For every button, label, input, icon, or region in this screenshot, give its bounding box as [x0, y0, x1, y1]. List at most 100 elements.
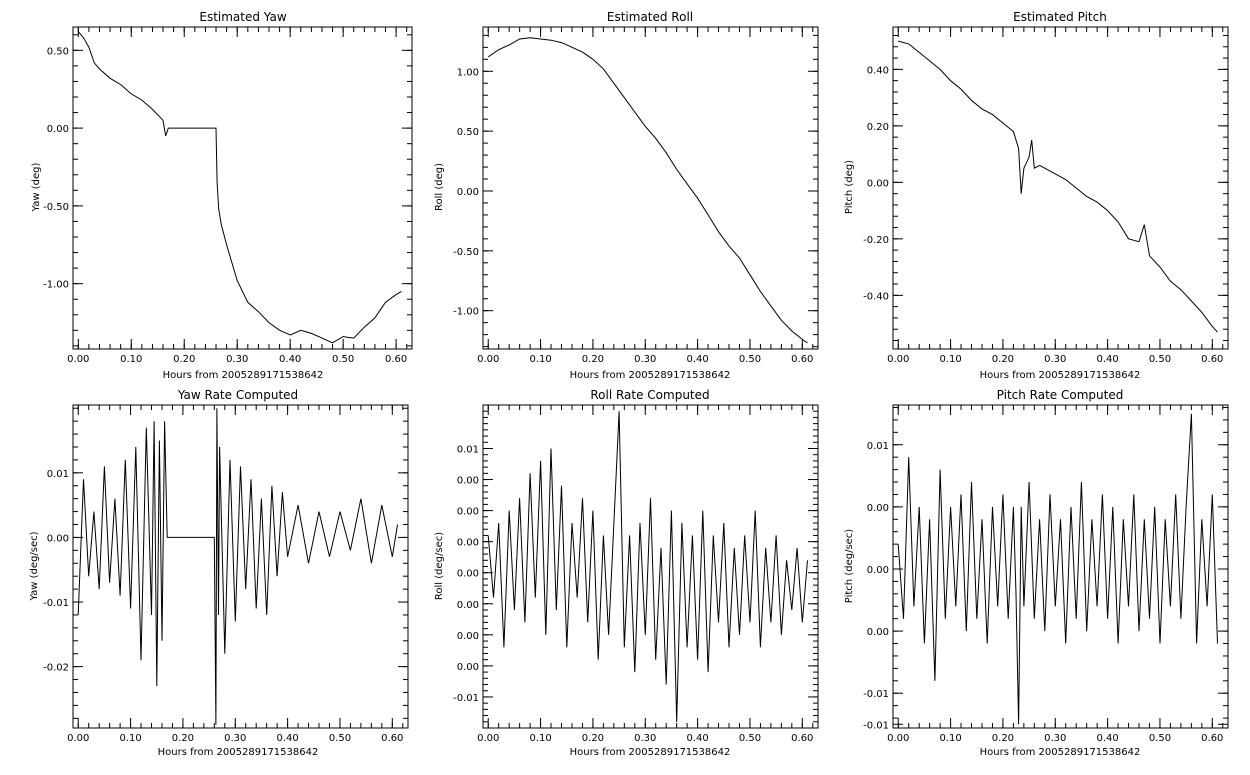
y-tick-label: 0.50 [47, 46, 69, 57]
y-tick-label: 0.00 [867, 503, 889, 514]
data-line-yaw-rate [77, 408, 398, 725]
y-tick-label: 0.01 [47, 469, 69, 480]
x-tick-label: 0.40 [686, 354, 708, 365]
y-tick-label: 0.50 [457, 127, 479, 138]
x-tick-label: 0.60 [791, 354, 813, 365]
x-axis-label: Hours from 2005289171538642 [163, 370, 324, 381]
x-tick-label: 0.50 [329, 733, 351, 744]
x-axis-label: Hours from 2005289171538642 [570, 747, 731, 758]
x-tick-label: 0.30 [224, 733, 246, 744]
x-tick-label: 0.50 [1149, 733, 1171, 744]
tick-group: 0.00 0.10 0.20 0.30 0.40 0.50 0.60 0.01 0.00 0.00… [453, 404, 818, 744]
x-tick-label: 0.10 [939, 354, 961, 365]
panel-title: Estimated Pitch [1013, 10, 1107, 24]
y-axis-label: Roll (deg/sec) [434, 532, 445, 600]
x-tick-label: 0.60 [1201, 733, 1223, 744]
y-tick-label: -1.00 [43, 280, 69, 291]
y-axis-label: Pitch (deg/sec) [844, 529, 855, 604]
x-tick-label: 0.50 [1149, 354, 1171, 365]
x-tick-label: 0.30 [1044, 733, 1066, 744]
y-tick-label: 0.20 [867, 122, 889, 133]
panel-pitch-rate-computed: Pitch Rate Computed Pitch (deg/sec) Hour… [844, 388, 1229, 758]
x-tick-label: 0.10 [119, 733, 141, 744]
x-tick-label: 0.20 [582, 354, 604, 365]
x-tick-label: 0.60 [385, 354, 407, 365]
tick-group: 0.00 0.10 0.20 0.30 0.40 0.50 0.60 0.01 0.00 0.00… [863, 405, 1228, 744]
y-tick-label: -0.20 [863, 235, 889, 246]
x-tick-label: 0.00 [477, 354, 499, 365]
x-tick-label: 0.00 [887, 733, 909, 744]
y-tick-label: 0.01 [457, 444, 479, 455]
x-tick-label: 0.40 [276, 733, 298, 744]
x-tick-label: 0.00 [887, 354, 909, 365]
y-tick-label: 0.00 [47, 124, 69, 135]
y-tick-label: 0.00 [457, 569, 479, 580]
y-tick-label: -0.02 [43, 663, 69, 674]
y-tick-label: 0.00 [867, 627, 889, 638]
x-tick-label: 0.40 [1096, 733, 1118, 744]
panel-estimated-roll: Estimated Roll Roll (deg) Hours from 200… [434, 10, 819, 381]
plot-frame [892, 26, 1229, 350]
panel-title: Yaw Rate Computed [177, 388, 298, 402]
x-tick-label: 0.30 [226, 354, 248, 365]
y-tick-label: 0.01 [867, 441, 889, 452]
y-tick-label: 0.00 [867, 565, 889, 576]
y-axis-label: Yaw (deg/sec) [29, 531, 40, 601]
y-tick-label: 0.00 [457, 600, 479, 611]
x-tick-label: 0.10 [529, 733, 551, 744]
x-tick-label: 0.60 [791, 733, 813, 744]
plot-frame [482, 404, 819, 729]
x-tick-label: 0.00 [67, 354, 89, 365]
y-tick-label: 0.00 [457, 662, 479, 673]
plot-frame [72, 26, 413, 350]
data-line-roll [487, 37, 808, 344]
x-tick-label: 0.20 [172, 733, 194, 744]
x-tick-label: 0.30 [634, 354, 656, 365]
y-axis-label: Yaw (deg) [31, 162, 42, 212]
y-tick-label: 0.40 [867, 65, 889, 76]
x-tick-label: 0.60 [1201, 354, 1223, 365]
x-tick-label: 0.10 [939, 733, 961, 744]
x-axis-label: Hours from 2005289171538642 [158, 747, 319, 758]
tick-group: 0.00 0.10 0.20 0.30 0.40 0.50 0.60 0.50 0.00 -0.5… [43, 27, 412, 365]
x-tick-label: 0.40 [1096, 354, 1118, 365]
y-tick-label: 0.00 [457, 631, 479, 642]
y-tick-label: 0.00 [47, 533, 69, 544]
x-tick-label: 0.20 [992, 354, 1014, 365]
tick-group: 0.00 0.10 0.20 0.30 0.40 0.50 0.60 0.40 0.20 0.00… [863, 27, 1228, 365]
x-axis-label: Hours from 2005289171538642 [980, 747, 1141, 758]
x-tick-label: 0.10 [120, 354, 142, 365]
panel-estimated-pitch: Estimated Pitch Pitch (deg) Hours from 2… [844, 10, 1229, 381]
x-tick-label: 0.30 [634, 733, 656, 744]
y-tick-label: -0.01 [863, 689, 889, 700]
x-tick-label: 0.20 [173, 354, 195, 365]
y-tick-label: 0.00 [457, 538, 479, 549]
tick-group: 0.00 0.10 0.20 0.30 0.40 0.50 0.60 1.00 0.50 0.00… [453, 27, 818, 365]
panel-roll-rate-computed: Roll Rate Computed Roll (deg/sec) Hours … [434, 388, 819, 758]
data-line-pitch [898, 40, 1218, 333]
panel-title: Roll Rate Computed [590, 388, 709, 402]
panel-title: Pitch Rate Computed [997, 388, 1124, 402]
y-tick-label: -0.01 [43, 598, 69, 609]
y-tick-label: 0.00 [867, 178, 889, 189]
x-tick-label: 0.20 [582, 733, 604, 744]
x-tick-label: 0.10 [529, 354, 551, 365]
panel-yaw-rate-computed: Yaw Rate Computed Yaw (deg/sec) Hours fr… [29, 388, 409, 758]
y-tick-label: 0.00 [457, 476, 479, 487]
x-tick-label: 0.00 [477, 733, 499, 744]
y-tick-label: -0.40 [863, 291, 889, 302]
x-tick-label: 0.50 [332, 354, 354, 365]
y-tick-label: 0.00 [457, 187, 479, 198]
y-tick-label: -0.01 [863, 720, 889, 731]
x-axis-label: Hours from 2005289171538642 [980, 370, 1141, 381]
plot-frame [482, 26, 819, 350]
x-tick-label: 0.00 [67, 733, 89, 744]
y-tick-label: -1.00 [453, 307, 479, 318]
x-tick-label: 0.50 [739, 733, 761, 744]
x-tick-label: 0.20 [992, 733, 1014, 744]
data-line-pitch-rate [897, 413, 1218, 725]
data-line-roll-rate [487, 411, 808, 722]
data-line-yaw [77, 31, 402, 344]
tick-group: 0.00 0.10 0.20 0.30 0.40 0.50 0.60 0.01 0.00 -0.0… [43, 405, 408, 744]
